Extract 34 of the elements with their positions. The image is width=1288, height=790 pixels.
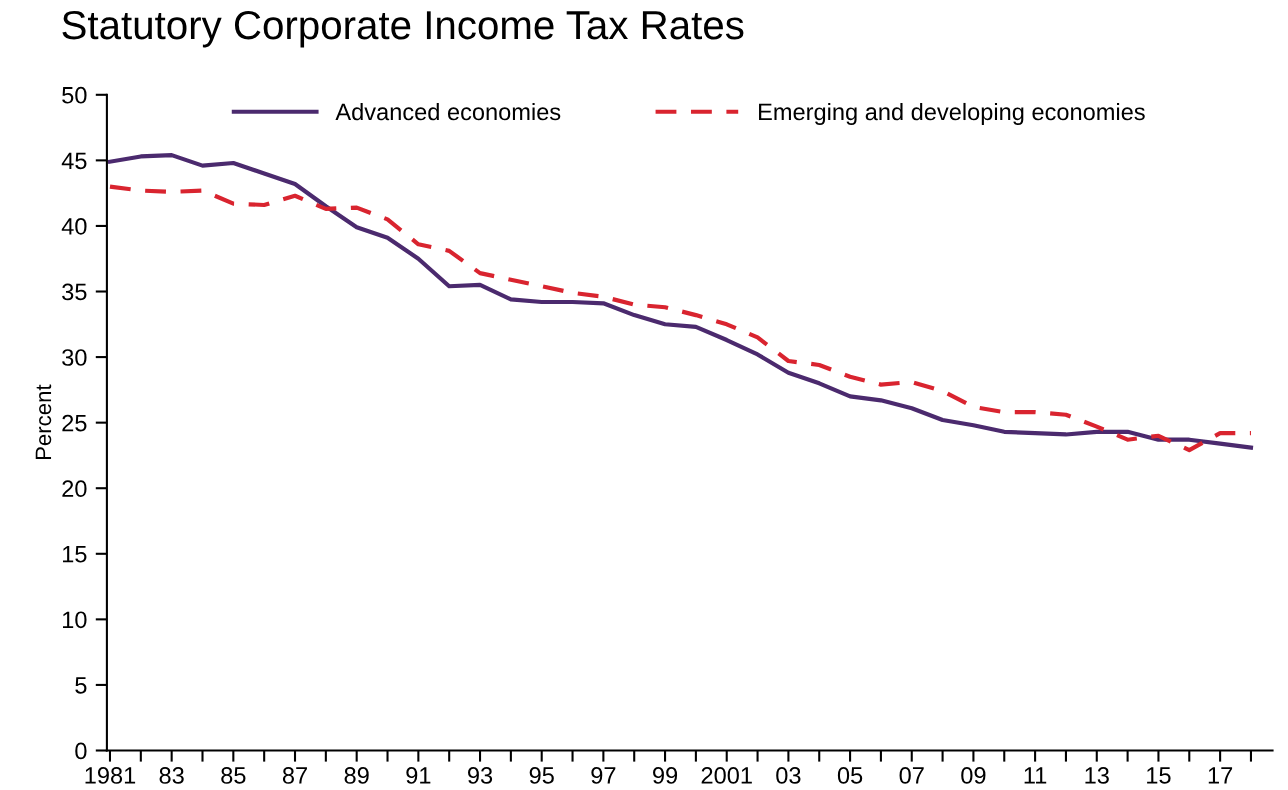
x-tick-label: 95 <box>529 767 554 784</box>
x-tick-label: 87 <box>282 767 307 784</box>
x-tick-label: 99 <box>653 767 678 784</box>
x-tick-label: 07 <box>899 767 924 784</box>
x-tick-label: 97 <box>591 767 616 784</box>
y-tick-label: 35 <box>62 283 87 301</box>
y-tick-label: 20 <box>62 480 87 498</box>
x-tick-label: 89 <box>344 767 369 784</box>
x-tick-label: 2001 <box>701 767 752 784</box>
y-tick-label: 45 <box>61 152 87 170</box>
y-axis-title: Percent <box>35 384 52 460</box>
y-tick-label: 30 <box>62 349 87 366</box>
x-tick-label: 17 <box>1208 767 1233 784</box>
x-tick-label: 1981 <box>85 767 136 784</box>
y-tick-label: 40 <box>61 218 87 235</box>
y-tick-label: 0 <box>75 742 87 760</box>
x-tick-label: 13 <box>1085 767 1109 784</box>
y-tick-label: 10 <box>63 611 87 629</box>
y-tick-label: 50 <box>62 86 87 104</box>
x-tick-label: 85 <box>221 767 246 784</box>
x-tick-label: 15 <box>1147 767 1171 784</box>
x-tick-label: 83 <box>159 767 184 784</box>
y-tick-label: 25 <box>62 414 87 432</box>
x-tick-label: 03 <box>776 767 801 784</box>
x-tick-label: 05 <box>837 767 863 784</box>
x-tick-label: 09 <box>961 767 986 784</box>
legend-label: Emerging and developing economies <box>759 102 1145 125</box>
x-tick-label: 11 <box>1024 767 1047 784</box>
y-tick-label: 5 <box>75 677 87 694</box>
chart-title: Statutory Corporate Income Tax Rates <box>62 10 744 48</box>
x-tick-label: 91 <box>406 767 431 784</box>
x-tick-label: 93 <box>468 767 493 784</box>
y-tick-label: 15 <box>63 546 87 563</box>
legend-label: Advanced economies <box>335 102 561 121</box>
